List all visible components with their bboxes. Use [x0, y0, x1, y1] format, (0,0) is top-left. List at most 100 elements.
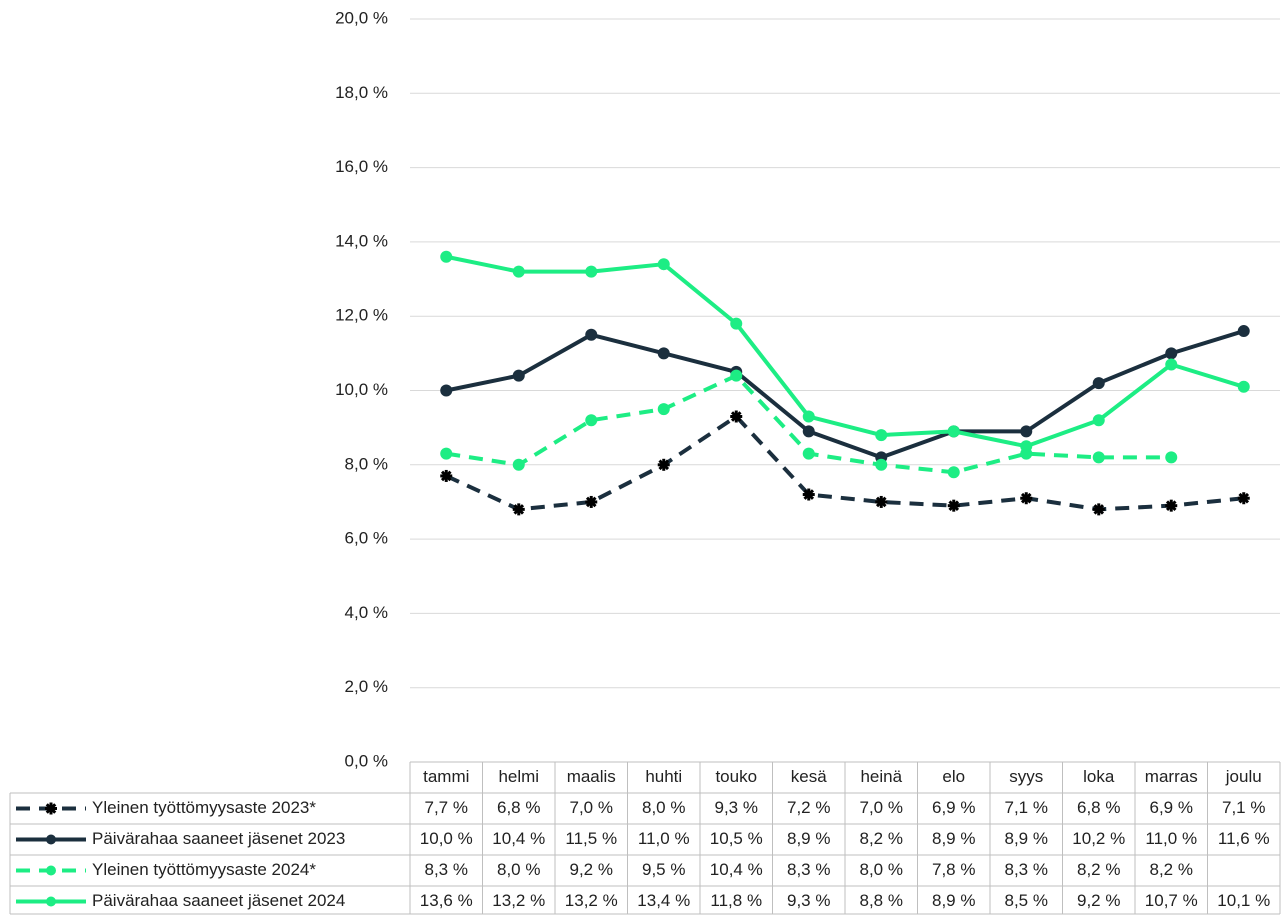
legend-label: Päivärahaa saaneet jäsenet 2023 [92, 829, 345, 848]
marker-part [948, 500, 960, 511]
marker [512, 458, 525, 471]
marker [802, 425, 815, 438]
marker [947, 425, 960, 438]
table-value: 7,2 % [787, 798, 830, 817]
marker-part [513, 504, 525, 515]
marker [802, 447, 815, 460]
marker [947, 466, 960, 479]
legend-marker [46, 896, 56, 907]
marker-part [585, 496, 597, 508]
table-value: 8,0 % [497, 860, 540, 879]
marker-part [440, 470, 452, 482]
y-tick-label: 0,0 % [345, 751, 388, 770]
x-tick-label: helmi [498, 767, 539, 786]
marker-part [1020, 492, 1032, 504]
table-value: 13,6 % [420, 891, 473, 910]
x-tick-label: elo [942, 767, 965, 786]
marker [512, 265, 525, 278]
table-value: 8,5 % [1005, 891, 1048, 910]
marker [45, 802, 57, 815]
marker [1165, 358, 1178, 371]
table-value: 10,4 % [710, 860, 763, 879]
marker [730, 369, 743, 382]
table-value: 13,4 % [637, 891, 690, 910]
table-value: 11,6 % [1218, 829, 1270, 848]
table-value: 7,0 % [860, 798, 903, 817]
marker [1020, 425, 1033, 438]
marker [585, 265, 598, 278]
marker [1165, 499, 1178, 512]
table-value: 10,1 % [1217, 891, 1270, 910]
table-value: 11,5 % [565, 829, 617, 848]
marker [1165, 451, 1178, 464]
marker-part [803, 489, 815, 500]
marker [657, 458, 670, 471]
marker-part [658, 459, 670, 471]
table-value: 10,7 % [1145, 891, 1198, 910]
x-tick-label: joulu [1225, 767, 1262, 786]
marker [440, 447, 453, 460]
table-value: 7,8 % [932, 860, 975, 879]
marker [1092, 451, 1105, 464]
table-value: 6,9 % [932, 798, 975, 817]
table-value: 7,1 % [1222, 798, 1265, 817]
table-value: 8,8 % [860, 891, 903, 910]
series-line [445, 414, 1244, 512]
table-value: 6,9 % [1150, 798, 1193, 817]
table-value: 7,7 % [425, 798, 468, 817]
marker-part [875, 496, 887, 508]
table-value: 7,1 % [1005, 798, 1048, 817]
table-value: 9,3 % [787, 891, 830, 910]
table-value: 11,0 % [638, 829, 690, 848]
marker-part [1238, 492, 1250, 504]
marker [585, 495, 598, 508]
table-value: 11,8 % [710, 891, 762, 910]
marker [1092, 414, 1105, 427]
series-line [445, 329, 1245, 460]
table-value: 7,0 % [570, 798, 613, 817]
table-value: 11,0 % [1145, 829, 1197, 848]
x-tick-label: tammi [423, 767, 469, 786]
marker [512, 369, 525, 382]
marker [875, 429, 888, 442]
table-value: 8,3 % [1005, 860, 1048, 879]
marker [1237, 325, 1250, 338]
marker [585, 414, 598, 427]
marker [657, 347, 670, 360]
marker [585, 328, 598, 341]
y-tick-label: 8,0 % [345, 454, 388, 473]
marker [730, 410, 743, 423]
table-value: 6,8 % [1077, 798, 1120, 817]
legend-label: Yleinen työttömyysaste 2024* [92, 860, 316, 879]
marker [1092, 503, 1105, 516]
table-value: 8,9 % [932, 829, 975, 848]
table-value: 8,2 % [1150, 860, 1193, 879]
marker [875, 458, 888, 471]
table-value: 8,9 % [932, 891, 975, 910]
marker [802, 410, 815, 423]
table-value: 8,2 % [860, 829, 903, 848]
marker [1165, 347, 1178, 360]
x-tick-label: loka [1083, 767, 1115, 786]
table-value: 10,2 % [1072, 829, 1125, 848]
marker-part [1165, 500, 1177, 511]
marker-part [1093, 504, 1105, 515]
y-tick-label: 20,0 % [335, 8, 388, 27]
marker [1092, 377, 1105, 390]
marker [440, 250, 453, 263]
marker [1020, 440, 1033, 453]
x-tick-label: syys [1009, 767, 1043, 786]
y-tick-label: 2,0 % [345, 677, 388, 696]
x-tick-label: maalis [567, 767, 616, 786]
x-tick-label: marras [1145, 767, 1198, 786]
marker [440, 384, 453, 397]
marker [802, 488, 815, 501]
marker [1237, 380, 1250, 393]
table-value: 10,5 % [710, 829, 763, 848]
marker [730, 317, 743, 330]
y-tick-label: 16,0 % [335, 157, 388, 176]
table-value: 9,5 % [642, 860, 685, 879]
table-value: 9,2 % [1077, 891, 1120, 910]
marker [1020, 492, 1033, 505]
